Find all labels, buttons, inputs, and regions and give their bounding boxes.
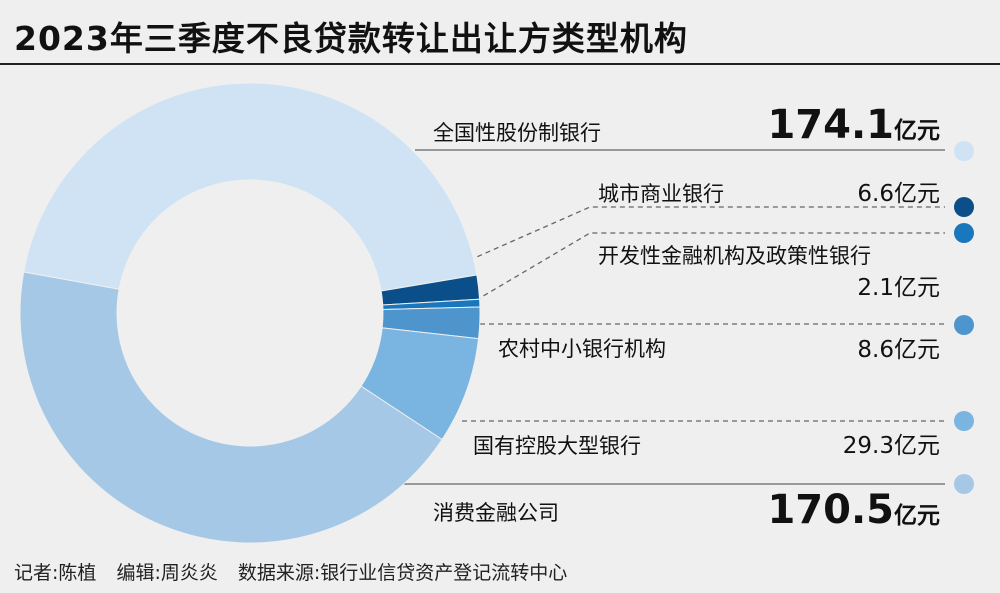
label-value-2: 2.1亿元 [857, 268, 940, 302]
title-rule [0, 63, 1000, 65]
label-name-5: 消费金融公司 [433, 501, 559, 525]
donut-slice-5 [19, 271, 443, 544]
label-value-unit-4: 亿元 [894, 433, 940, 459]
label-name-2: 开发性金融机构及政策性银行 [598, 244, 871, 268]
label-value-0: 174.1亿元 [767, 102, 940, 148]
legend-dot-2 [954, 223, 974, 243]
chart-title: 2023年三季度不良贷款转让出让方类型机构 [14, 19, 688, 58]
label-value-number-5: 170.5 [767, 487, 894, 533]
label-value-4: 29.3亿元 [843, 426, 940, 460]
donut-slices [19, 82, 481, 544]
label-value-unit-0: 亿元 [894, 118, 940, 144]
label-name-1: 城市商业银行 [598, 182, 724, 206]
label-name-4: 国有控股大型银行 [473, 434, 641, 458]
leader-lines [394, 149, 945, 485]
legend-dots [954, 141, 974, 494]
label-value-unit-5: 亿元 [894, 503, 940, 529]
footer-reporter: 记者:陈植 [14, 562, 97, 584]
footer-credits: 记者:陈植 编辑:周炎炎 数据来源:银行业信贷资产登记流转中心 [14, 558, 581, 585]
legend-dot-3 [954, 315, 974, 335]
label-value-number-2: 2.1 [857, 275, 894, 301]
label-name-0: 全国性股份制银行 [433, 121, 601, 145]
label-value-number-0: 174.1 [767, 102, 894, 148]
label-value-number-4: 29.3 [842, 433, 894, 459]
legend-dot-0 [954, 141, 974, 161]
donut-slice-0 [23, 82, 478, 292]
label-value-5: 170.5亿元 [767, 487, 940, 533]
label-value-3: 8.6亿元 [857, 330, 940, 364]
legend-dot-1 [954, 197, 974, 217]
legend-dot-4 [954, 411, 974, 431]
footer-editor: 编辑:周炎炎 [116, 562, 218, 584]
label-value-unit-2: 亿元 [894, 275, 940, 301]
label-value-number-1: 6.6 [857, 181, 894, 207]
label-value-unit-1: 亿元 [894, 181, 940, 207]
label-value-unit-3: 亿元 [894, 337, 940, 363]
footer-source: 数据来源:银行业信贷资产登记流转中心 [237, 562, 568, 584]
leader-line-2 [467, 232, 945, 306]
legend-dot-5 [954, 474, 974, 494]
label-name-3: 农村中小银行机构 [498, 337, 666, 361]
label-value-number-3: 8.6 [857, 337, 894, 363]
label-value-1: 6.6亿元 [857, 174, 940, 208]
